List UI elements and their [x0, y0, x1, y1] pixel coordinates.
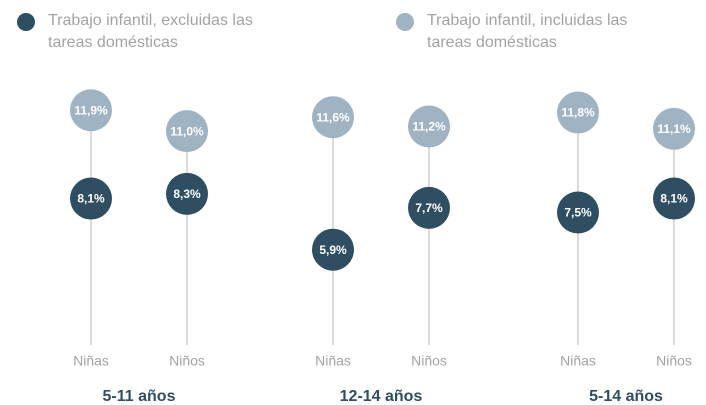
value-label: 11,6% — [316, 110, 350, 124]
x-tick-label: Niños — [169, 353, 205, 369]
value-label: 8,3% — [173, 187, 201, 201]
value-label: 7,7% — [415, 201, 443, 215]
value-label: 11,8% — [561, 106, 595, 120]
x-tick-label: Niñas — [315, 353, 351, 369]
group-label: 5-14 años — [589, 388, 663, 405]
legend-swatch — [17, 13, 35, 31]
value-label: 11,0% — [170, 124, 204, 138]
legend-label: Trabajo infantil, incluidas las tareas d… — [427, 12, 628, 51]
dot — [166, 172, 208, 215]
group-label: 5-11 años — [103, 388, 176, 405]
value-label: 7,5% — [564, 206, 592, 220]
value-label: 11,1% — [657, 122, 691, 136]
x-tick-label: Niños — [656, 353, 692, 369]
dot — [166, 110, 208, 153]
legend-swatch — [396, 13, 414, 31]
value-label: 11,2% — [412, 120, 446, 134]
dot — [653, 107, 695, 150]
dot — [557, 91, 599, 134]
x-tick-label: Niños — [411, 353, 447, 369]
dot — [653, 177, 695, 220]
legend-label: Trabajo infantil, excluidas las tareas d… — [48, 12, 253, 51]
dot — [557, 191, 599, 234]
dot — [70, 89, 112, 132]
group-label: 12-14 años — [340, 388, 423, 405]
x-tick-label: Niñas — [73, 353, 109, 369]
dot — [312, 228, 354, 271]
dot — [312, 96, 354, 139]
value-label: 8,1% — [77, 192, 105, 206]
value-label: 5,9% — [319, 243, 347, 257]
dot — [408, 105, 450, 148]
value-label: 8,1% — [660, 192, 688, 206]
dot — [70, 177, 112, 220]
value-label: 11,9% — [74, 103, 108, 117]
dot — [408, 186, 450, 229]
x-tick-label: Niñas — [560, 353, 596, 369]
